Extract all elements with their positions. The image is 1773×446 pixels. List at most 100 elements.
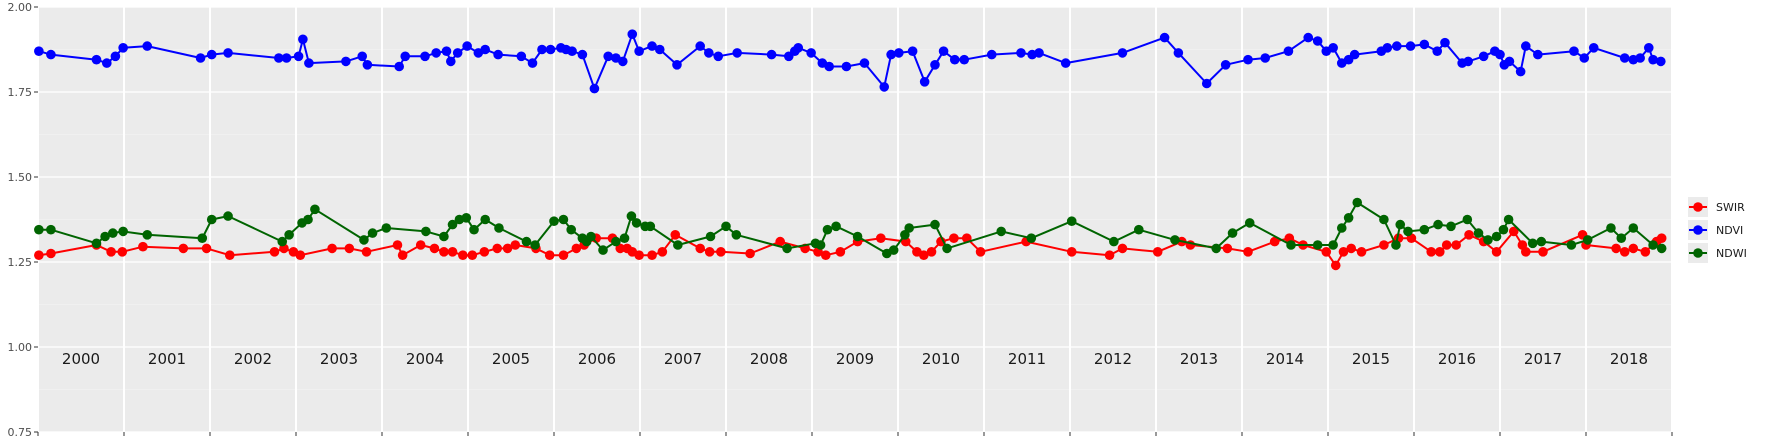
ndvi-point xyxy=(704,48,714,58)
ndwi-point xyxy=(100,231,110,242)
ndwi-point xyxy=(303,214,313,225)
ndwi-point xyxy=(626,211,637,221)
swir-line xyxy=(38,230,1663,267)
ndvi-point xyxy=(493,49,503,60)
year-label: 2006 xyxy=(578,350,616,368)
ndwi-point xyxy=(469,224,479,235)
swir-point xyxy=(458,250,468,260)
swir-point xyxy=(1346,243,1357,254)
swir-point xyxy=(1066,247,1077,257)
ndwi-point xyxy=(381,223,392,233)
ndwi-point xyxy=(521,236,532,247)
ndwi-point xyxy=(1109,236,1119,247)
ndwi-point xyxy=(598,245,608,255)
ndvi-point xyxy=(567,46,577,56)
swir-point xyxy=(716,247,726,257)
ndwi-point xyxy=(1379,214,1389,225)
ndvi-point xyxy=(420,51,430,62)
ndwi-series xyxy=(34,197,1667,259)
ndvi-point xyxy=(1463,56,1473,67)
ndvi-point xyxy=(1283,46,1294,56)
ndvi-point xyxy=(206,49,217,60)
ndvi-point xyxy=(537,44,547,55)
ndwi-point xyxy=(118,226,128,237)
ndvi-point xyxy=(1569,46,1579,56)
swir-point xyxy=(295,250,306,260)
swir-point xyxy=(1656,233,1667,243)
year-label: 2013 xyxy=(1180,350,1218,368)
ndvi-point xyxy=(930,60,940,70)
ndvi-point xyxy=(1159,32,1170,43)
ndwi-point xyxy=(1483,235,1493,245)
ndvi-point xyxy=(627,29,638,39)
ndwi-point xyxy=(942,243,952,254)
swir-point xyxy=(479,247,490,257)
swir-point xyxy=(1508,226,1519,237)
swir-point xyxy=(919,250,929,260)
year-label: 2004 xyxy=(406,350,444,368)
ndvi-point xyxy=(441,46,452,56)
ndwi-point xyxy=(586,231,596,242)
swir-point xyxy=(1379,240,1389,250)
year-label: 2012 xyxy=(1094,350,1132,368)
swir-point xyxy=(224,250,235,260)
year-label: 2007 xyxy=(664,350,702,368)
ndvi-point xyxy=(357,51,368,62)
ndwi-point xyxy=(1527,238,1538,249)
ndwi-point xyxy=(108,228,118,238)
ndvi-point xyxy=(1392,41,1402,51)
swir-point xyxy=(1464,230,1474,240)
ndwi-point xyxy=(142,230,153,240)
ndvi-point xyxy=(1034,48,1044,58)
ndvi-point xyxy=(223,48,233,58)
ndwi-point xyxy=(310,204,320,215)
swir-point xyxy=(1611,243,1621,254)
ndwi-point xyxy=(1616,233,1627,243)
ndwi-point xyxy=(549,216,559,226)
swir-point xyxy=(1628,243,1639,254)
ndwi-point xyxy=(721,221,731,232)
legend-label: NDWI xyxy=(1716,247,1747,260)
ndwi-point xyxy=(996,226,1006,237)
year-label: 2008 xyxy=(750,350,788,368)
ndvi-point xyxy=(1432,46,1443,56)
swir-point xyxy=(392,240,403,250)
swir-point xyxy=(647,250,657,260)
ndvi-point xyxy=(118,43,128,53)
ndvi-point xyxy=(732,48,742,58)
ndwi-point xyxy=(530,240,540,250)
swir-series xyxy=(34,226,1667,271)
swir-point xyxy=(1243,247,1253,257)
swir-point xyxy=(467,250,478,260)
ndvi-point xyxy=(986,49,997,60)
swir-point xyxy=(571,243,582,254)
ndvi-point xyxy=(841,61,852,72)
ndvi-point xyxy=(879,82,890,92)
ndwi-point xyxy=(480,214,491,225)
ndwi-point xyxy=(831,221,841,232)
legend-label: SWIR xyxy=(1716,201,1745,214)
legend-label: NDVI xyxy=(1716,224,1743,237)
ndvi-point xyxy=(672,60,682,70)
ndvi-point xyxy=(1579,53,1590,63)
legend-item-ndwi: NDWI xyxy=(1688,243,1747,263)
ndvi-point xyxy=(766,49,777,60)
ndwi-point xyxy=(206,214,217,225)
ndwi-point xyxy=(852,231,863,242)
ndvi-point xyxy=(46,49,56,60)
ndvi-point xyxy=(34,46,44,56)
ndvi-point xyxy=(293,51,304,62)
swir-point xyxy=(1426,247,1436,257)
ndvi-point xyxy=(589,83,600,94)
ndwi-point xyxy=(1170,235,1180,245)
ndwi-point xyxy=(558,214,569,225)
legend: SWIR NDVI NDWI xyxy=(1688,197,1747,263)
ndvi-point xyxy=(647,41,657,51)
ndvi-point xyxy=(634,46,644,56)
ndvi-point xyxy=(545,44,556,55)
ndvi-point xyxy=(394,61,405,72)
ndvi-point xyxy=(1405,41,1416,51)
ndwi-point xyxy=(673,240,683,250)
ndvi-point xyxy=(1303,32,1314,43)
